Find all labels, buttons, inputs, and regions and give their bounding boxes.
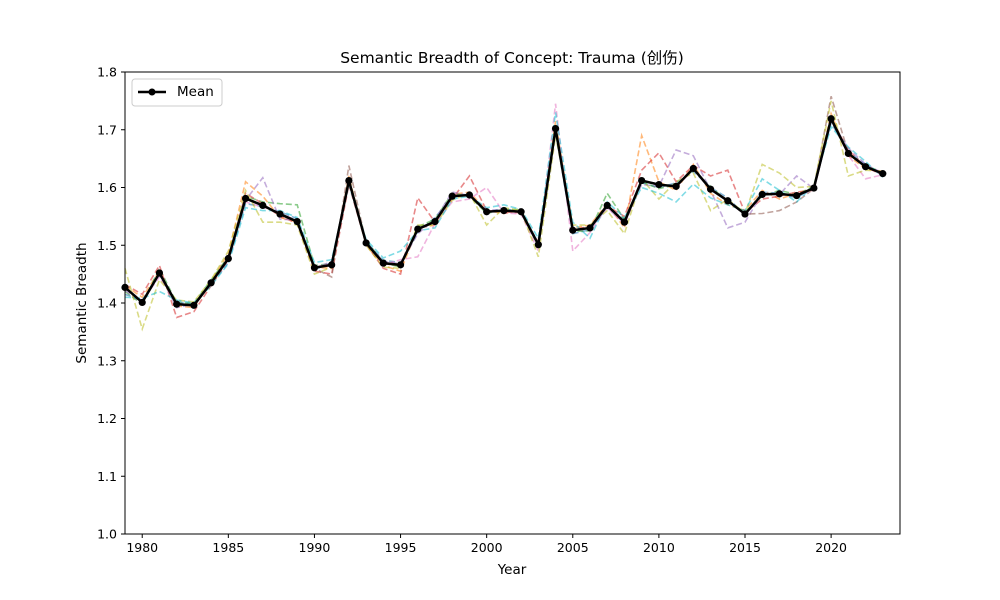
mean-point <box>396 261 405 269</box>
mean-point <box>224 254 232 263</box>
x-tick-label: 2015 <box>729 540 761 555</box>
y-tick-label: 1.0 <box>97 527 117 542</box>
mean-point <box>431 217 439 226</box>
y-tick-label: 1.8 <box>97 65 117 80</box>
mean-point <box>414 225 422 233</box>
mean-point <box>259 201 267 209</box>
ticks-layer: 1980 1985 1990 1995 2000 2005 2010 2015 2020 1.0 1… <box>97 65 847 556</box>
legend-label-mean: Mean <box>177 84 214 100</box>
mean-point <box>276 210 284 218</box>
x-tick-label: 1980 <box>126 540 158 555</box>
mean-point <box>879 170 887 178</box>
y-axis-label: Semantic Breadth <box>74 242 90 363</box>
mean-point <box>448 192 456 200</box>
legend-marker-mean <box>148 88 156 96</box>
chart-title: Semantic Breadth of Concept: Trauma (创伤) <box>340 49 684 67</box>
mean-point <box>775 190 784 198</box>
mean-point <box>517 208 525 216</box>
y-tick-label: 1.5 <box>97 238 117 253</box>
x-tick-label: 2010 <box>643 540 675 555</box>
plot-frame <box>124 71 901 535</box>
x-tick-label: 2005 <box>557 540 589 555</box>
mean-point <box>724 197 732 205</box>
mean-point <box>586 224 594 232</box>
mean-point <box>483 208 491 216</box>
mean-point <box>138 298 146 307</box>
mean-point <box>328 261 336 269</box>
mean-point <box>655 181 663 189</box>
mean-point <box>207 279 215 287</box>
mean-point <box>638 176 646 185</box>
series-line-5 <box>124 119 884 309</box>
mean-point <box>241 194 250 203</box>
series-layer <box>121 96 887 332</box>
mean-point <box>793 191 801 200</box>
x-tick-label: 1995 <box>385 540 417 555</box>
mean-point <box>844 149 852 158</box>
mean-point <box>861 163 870 171</box>
mean-point <box>534 241 542 249</box>
x-tick-label: 2020 <box>815 540 847 555</box>
y-tick-label: 1.7 <box>97 122 117 137</box>
y-tick-label: 1.6 <box>97 180 117 195</box>
legend-box <box>131 78 223 107</box>
mean-point <box>551 125 560 133</box>
mean-point <box>465 191 474 199</box>
mean-point <box>620 218 629 226</box>
x-tick-label: 1990 <box>299 540 331 555</box>
mean-point <box>310 264 319 272</box>
mean-point <box>741 210 749 218</box>
mean-point <box>827 115 835 123</box>
series-line-10 <box>124 112 884 304</box>
series-line-6 <box>124 96 884 307</box>
legend: Mean <box>131 78 223 107</box>
x-axis-label: Year <box>497 562 527 578</box>
mean-point <box>345 176 353 185</box>
mean-point <box>706 185 715 193</box>
mean-point <box>173 300 181 308</box>
mean-point <box>362 239 370 247</box>
mean-point <box>379 259 387 267</box>
y-tick-label: 1.2 <box>97 411 117 426</box>
series-line-9 <box>124 100 883 332</box>
x-tick-label: 1985 <box>212 540 244 555</box>
mean-point <box>569 226 577 234</box>
mean-point <box>758 190 766 199</box>
x-tick-label: 2000 <box>471 540 503 555</box>
mean-point <box>190 301 198 309</box>
y-tick-label: 1.4 <box>97 296 117 311</box>
mean-point <box>672 182 680 190</box>
mean-point <box>155 269 164 277</box>
y-tick-label: 1.1 <box>97 469 117 484</box>
mean-point <box>603 201 611 209</box>
mean-point <box>500 207 508 215</box>
mean-point <box>810 184 818 192</box>
mean-point <box>293 217 301 226</box>
mean-point <box>689 164 697 173</box>
y-tick-label: 1.3 <box>97 353 117 368</box>
